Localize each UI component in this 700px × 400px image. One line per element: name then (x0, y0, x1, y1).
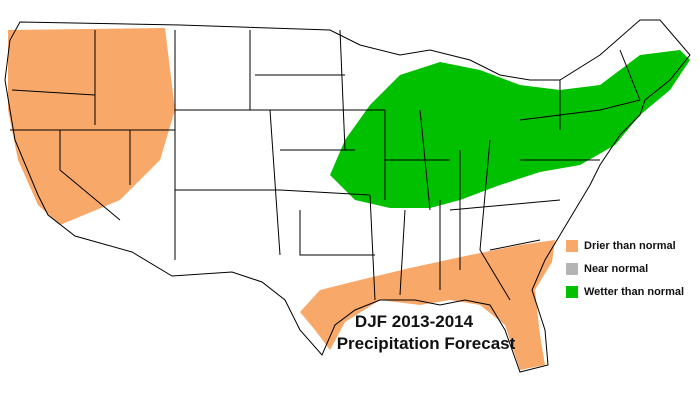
legend-swatch (566, 286, 578, 298)
country-outline (4, 19, 691, 373)
legend-swatch (566, 263, 578, 275)
legend-label: Near normal (584, 263, 648, 275)
state-lines (10, 29, 641, 301)
wetter-region-northeast (330, 50, 690, 208)
map-title: DJF 2013-2014 (355, 312, 474, 331)
drier-region-west (8, 28, 175, 225)
map-subtitle: Precipitation Forecast (337, 334, 516, 353)
drier-region-south (300, 240, 555, 370)
legend-label: Wetter than normal (584, 286, 684, 298)
legend-label: Drier than normal (584, 240, 676, 252)
legend-swatch (566, 240, 578, 252)
legend: Drier than normal Near normal Wetter than … (566, 240, 684, 298)
